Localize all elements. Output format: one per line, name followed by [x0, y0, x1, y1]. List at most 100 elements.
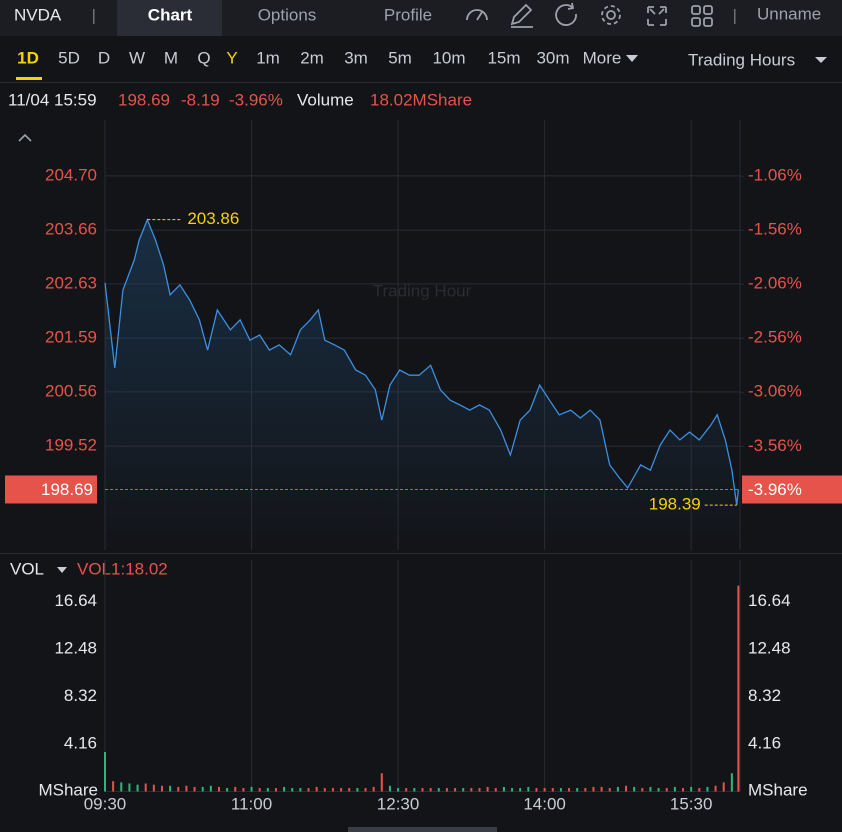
- volume-bar: [152, 784, 155, 792]
- quote-price: 198.69: [118, 90, 170, 109]
- icon-grid[interactable]: [703, 5, 713, 15]
- y-tick-label: 204.70: [45, 165, 97, 184]
- period-option[interactable]: Q: [197, 48, 210, 67]
- icon-grid[interactable]: [703, 17, 713, 27]
- volume-bar: [413, 788, 416, 792]
- volume-bar: [405, 788, 408, 792]
- period-option[interactable]: 1D: [17, 48, 39, 67]
- divider: [0, 553, 842, 554]
- volume-bar: [120, 782, 123, 792]
- period-option[interactable]: 10m: [432, 48, 465, 67]
- icon-gauge[interactable]: [466, 9, 488, 21]
- separator: [734, 9, 736, 24]
- y2-tick-label: -2.56%: [748, 328, 802, 347]
- session-selector[interactable]: Trading Hours: [688, 50, 795, 69]
- period-option[interactable]: 1m: [256, 48, 280, 67]
- icon-refresh[interactable]: [555, 2, 577, 26]
- volume-bar: [600, 786, 603, 792]
- active-tab[interactable]: [117, 0, 222, 36]
- volume-bar: [519, 788, 522, 792]
- scrollbar[interactable]: [348, 827, 497, 832]
- period-option[interactable]: Y: [226, 48, 237, 67]
- x-tick-label: 09:30: [84, 794, 127, 813]
- last-change-box: [742, 475, 842, 504]
- volume-bar: [177, 786, 180, 792]
- volume-bar: [348, 788, 351, 792]
- period-option[interactable]: 3m: [344, 48, 368, 67]
- icon-settings-ring[interactable]: [601, 5, 621, 25]
- icon-fullscreen[interactable]: [647, 6, 667, 26]
- volume-bar: [665, 788, 668, 792]
- user[interactable]: Unname: [757, 4, 821, 23]
- toolbar-icons: [466, 2, 713, 28]
- volume-bar: [234, 786, 237, 792]
- dropdown-arrow[interactable]: [815, 57, 827, 63]
- volume-bar: [486, 786, 489, 792]
- tab[interactable]: Profile: [384, 5, 432, 24]
- volume-bar: [185, 785, 188, 792]
- period-option[interactable]: 5D: [58, 48, 80, 67]
- tab[interactable]: Options: [258, 5, 317, 24]
- volume-bar: [535, 788, 538, 792]
- volume-bar: [217, 786, 220, 792]
- period-option[interactable]: More: [583, 48, 622, 67]
- volume-bar: [128, 783, 131, 792]
- period-option[interactable]: 5m: [388, 48, 412, 67]
- icon-draw[interactable]: [510, 3, 533, 28]
- volume-bar: [380, 773, 383, 792]
- volume-bar: [144, 783, 147, 792]
- price-chart: Trading Hour 204.70 203.66 202.63 201.59 200.…: [5, 120, 842, 550]
- period-bar: 1D 5D D W M Q Y 1m 2m 3m 5m 10m 15m 30m More: [16, 48, 621, 80]
- volume-bar: [437, 788, 440, 792]
- x-tick-label: 11:00: [231, 794, 272, 813]
- y-tick-label: 12.48: [54, 638, 97, 657]
- volume-bar: [193, 786, 196, 792]
- volume-bar: [372, 786, 375, 792]
- min-label: 198.39: [649, 495, 701, 514]
- period-option[interactable]: D: [98, 48, 110, 67]
- dropdown-arrow[interactable]: [626, 55, 638, 62]
- volume-bar: [559, 788, 562, 792]
- symbol: NVDA: [14, 5, 62, 24]
- y-tick-label: 199.52: [45, 436, 97, 455]
- y-tick-label: 203.66: [45, 220, 97, 239]
- volume-bar: [551, 788, 554, 792]
- dropdown-arrow[interactable]: [57, 567, 67, 573]
- volume-bar: [690, 786, 693, 792]
- period-option[interactable]: M: [164, 48, 178, 67]
- x-tick-label: 12:30: [377, 794, 420, 813]
- y2-tick-label: 12.48: [748, 638, 791, 657]
- volume-bar: [568, 788, 571, 792]
- y2-tick-label: 8.32: [748, 686, 781, 705]
- volume-bar: [592, 786, 595, 792]
- volume-bar: [397, 788, 400, 792]
- quote-change: -8.19: [181, 90, 220, 109]
- volume-bar: [737, 585, 740, 792]
- indicator-name[interactable]: VOL: [10, 559, 44, 578]
- period-option[interactable]: 2m: [300, 48, 324, 67]
- volume-bar: [258, 788, 261, 792]
- period-option[interactable]: 15m: [487, 48, 520, 67]
- icon-settings[interactable]: [606, 10, 616, 20]
- volume-bar: [527, 786, 530, 792]
- volume-bar: [714, 785, 717, 792]
- last-price-label: 198.69: [41, 480, 93, 499]
- volume-bar: [209, 785, 212, 792]
- y2-tick-label: -1.06%: [748, 166, 802, 185]
- price-line: [104, 217, 740, 506]
- icon-grid[interactable]: [691, 17, 701, 27]
- volume-bar: [511, 788, 514, 792]
- tab[interactable]: Chart: [148, 5, 193, 24]
- volume-bar: [323, 788, 326, 792]
- volume-bar: [421, 788, 424, 792]
- volume-bar: [388, 785, 391, 792]
- icon-grid[interactable]: [691, 5, 701, 15]
- period-option[interactable]: 30m: [536, 48, 569, 67]
- quote-change-pct: -3.96%: [229, 90, 283, 109]
- period-option[interactable]: W: [129, 48, 145, 67]
- y-tick-label: 16.64: [54, 591, 97, 610]
- volume-bar: [673, 786, 676, 792]
- volume-bar: [502, 786, 505, 792]
- collapse-icon[interactable]: [18, 133, 32, 142]
- separator: [93, 9, 95, 24]
